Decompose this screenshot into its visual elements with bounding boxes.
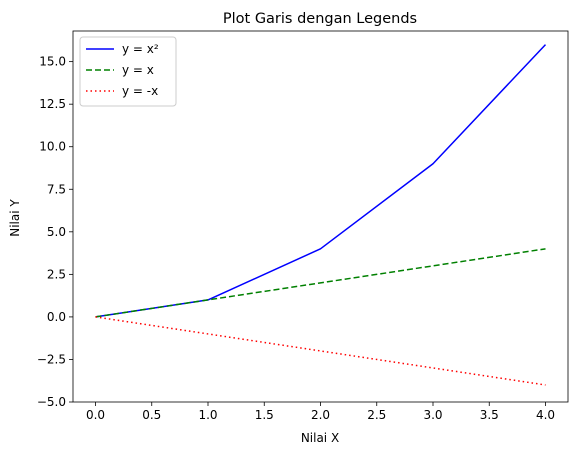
x-axis-label: Nilai X [301, 431, 339, 445]
y-tick-label: 10.0 [39, 140, 66, 154]
x-tick-label: 4.0 [536, 408, 555, 422]
x-axis: 0.0 0.5 1.0 1.5 2.0 2.5 3.0 3.5 4.0 [86, 402, 555, 422]
x-tick-label: 0.0 [86, 408, 105, 422]
x-tick-label: 2.0 [311, 408, 330, 422]
series-line-3 [95, 316, 546, 386]
x-tick-label: 3.0 [423, 408, 442, 422]
x-tick-label: 1.5 [255, 408, 274, 422]
y-tick-label: 2.5 [47, 267, 66, 281]
y-tick-label: −2.5 [37, 352, 66, 366]
y-tick-label: 5.0 [47, 225, 66, 239]
legend-box [79, 36, 177, 107]
y-tick-label: −5.0 [37, 395, 66, 409]
y-tick-label: 15.0 [39, 55, 66, 69]
x-tick-label: 3.5 [480, 408, 499, 422]
legend-label-2: y = x [122, 63, 154, 77]
legend: y = x² y = x y = -x [79, 36, 177, 107]
y-tick-label: 12.5 [39, 97, 66, 111]
legend-label-1: y = x² [122, 42, 159, 56]
x-tick-label: 0.5 [142, 408, 161, 422]
chart-title: Plot Garis dengan Legends [223, 11, 417, 27]
x-tick-label: 2.5 [367, 408, 386, 422]
y-tick-label: 0.0 [47, 310, 66, 324]
series-lines [95, 44, 547, 386]
legend-label-3: y = -x [122, 84, 158, 98]
series-line-2 [95, 248, 546, 318]
y-tick-label: 7.5 [47, 182, 66, 196]
y-axis-label: Nilai Y [8, 199, 22, 237]
x-tick-label: 1.0 [198, 408, 217, 422]
y-axis: −5.0 −2.5 0.0 2.5 5.0 7.5 10.0 12.5 15.0 [37, 55, 73, 409]
